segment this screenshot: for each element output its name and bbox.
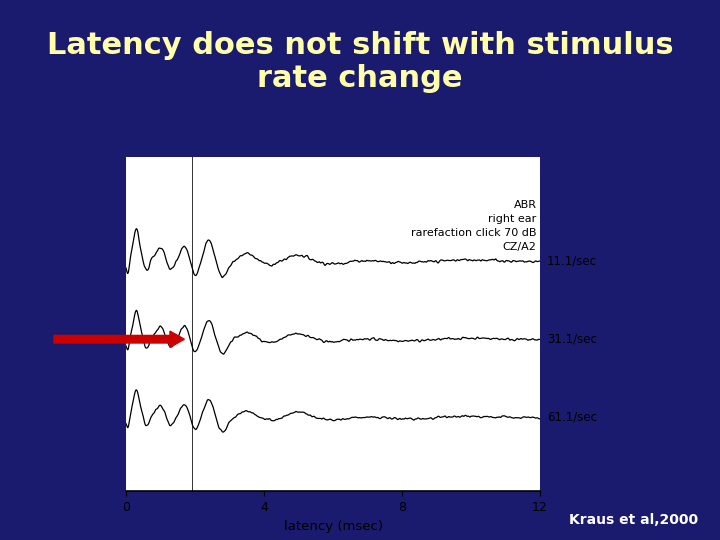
- Text: ABR
right ear
rarefaction click 70 dB
CZ/A2: ABR right ear rarefaction click 70 dB CZ…: [411, 200, 536, 252]
- Text: Latency does not shift with stimulus: Latency does not shift with stimulus: [47, 31, 673, 60]
- Text: rate change: rate change: [257, 64, 463, 93]
- Text: 31.1/sec: 31.1/sec: [547, 333, 597, 346]
- X-axis label: latency (msec): latency (msec): [284, 519, 382, 532]
- Text: 11.1/sec: 11.1/sec: [547, 254, 597, 267]
- Text: 61.1/sec: 61.1/sec: [547, 411, 597, 424]
- Text: Kraus et al,2000: Kraus et al,2000: [570, 512, 698, 526]
